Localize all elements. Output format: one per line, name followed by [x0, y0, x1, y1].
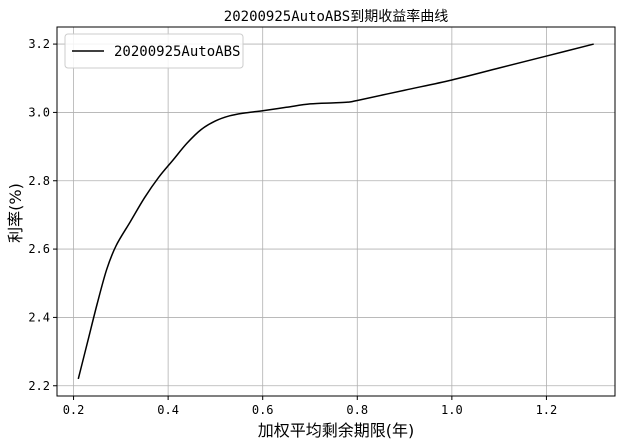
x-axis-label: 加权平均剩余期限(年): [258, 421, 415, 440]
y-tick-label: 2.2: [28, 379, 50, 393]
x-tick-label: 1.2: [536, 403, 558, 417]
legend-box: [64, 33, 244, 69]
y-tick-label: 3.2: [28, 37, 50, 51]
x-tick-label: 0.8: [346, 403, 368, 417]
plot-frame: [56, 26, 616, 397]
y-tick-label: 2.8: [28, 174, 50, 188]
series-line: [77, 43, 594, 380]
grid: [57, 27, 615, 396]
x-tick-label: 0.4: [157, 403, 179, 417]
y-tick-label: 3.0: [28, 105, 50, 119]
series-line-group: [77, 43, 594, 380]
y-axis-label: 利率(%): [6, 183, 25, 243]
x-tick-label: 0.6: [252, 403, 274, 417]
x-tick-label: 0.2: [63, 403, 85, 417]
chart-title: 20200925AutoABS到期收益率曲线: [224, 8, 448, 25]
x-ticks: 0.2 0.4 0.6 0.8 1.0 1.2: [63, 396, 558, 417]
y-tick-label: 2.6: [28, 242, 50, 256]
y-ticks: 2.2 2.4 2.6 2.8 3.0 3.2: [28, 37, 57, 393]
legend: 20200925AutoABS: [64, 33, 244, 69]
y-tick-label: 2.4: [28, 310, 50, 324]
legend-entry-label: 20200925AutoABS: [114, 44, 240, 60]
x-tick-label: 1.0: [441, 403, 463, 417]
